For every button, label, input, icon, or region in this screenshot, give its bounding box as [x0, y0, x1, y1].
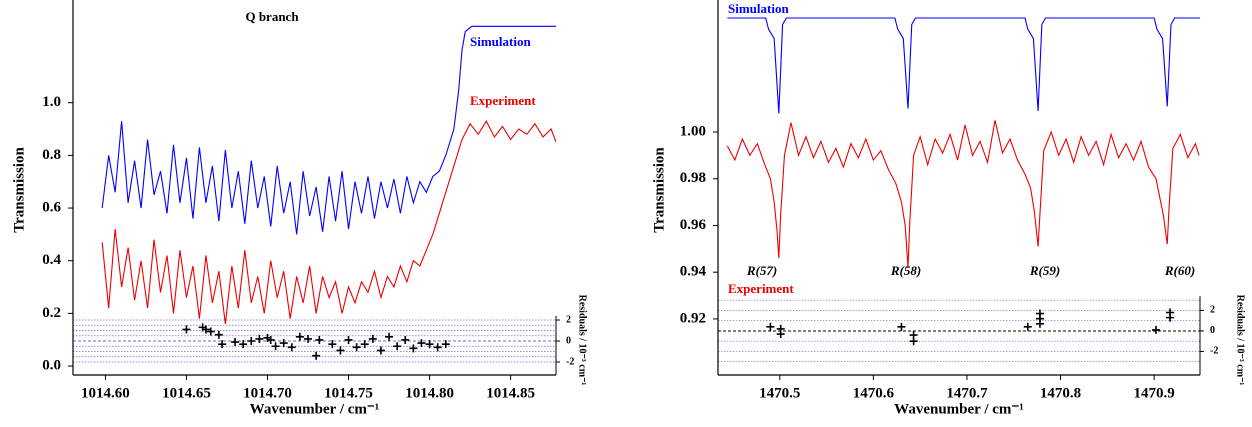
residual-marker — [393, 342, 402, 351]
x-tick-label: 1470.9 — [1134, 385, 1175, 401]
residual-marker — [376, 346, 385, 355]
series-label: Simulation — [470, 34, 531, 49]
residual-marker — [1166, 313, 1175, 322]
residual-marker — [776, 330, 785, 339]
series-label: Experiment — [470, 93, 536, 108]
y-tick-label: 1.00 — [680, 123, 706, 139]
x-tick-label: 1470.5 — [759, 385, 800, 401]
y-tick-label: 0.98 — [680, 170, 706, 186]
residual-marker — [1023, 322, 1032, 331]
y-tick-label: 0.2 — [42, 305, 61, 321]
y-tick-label: 0.0 — [42, 357, 61, 373]
y-tick-label: 1.0 — [42, 94, 61, 110]
residual-marker — [441, 340, 450, 349]
x-tick-label: 1470.6 — [853, 385, 895, 401]
residual-marker — [766, 322, 775, 331]
residual-marker — [247, 337, 256, 346]
spectrum-line — [726, 120, 1200, 268]
residual-marker — [239, 340, 248, 349]
x-axis-label: Wavenumber / cm⁻¹ — [250, 401, 380, 417]
residual-marker — [409, 344, 418, 353]
residual-marker — [1035, 319, 1044, 328]
y2-tick-label: -2 — [566, 356, 574, 367]
residual-marker — [425, 340, 434, 349]
spectrum-line — [727, 17, 1200, 114]
y-tick-label: 0.4 — [42, 252, 61, 268]
spectrum-line — [101, 120, 556, 324]
residual-marker — [201, 325, 210, 334]
x-tick-label: 1014.60 — [81, 385, 130, 401]
y-tick-label: 0.6 — [42, 199, 61, 215]
x-tick-label: 1014.80 — [405, 385, 454, 401]
residual-marker — [433, 343, 442, 352]
y2-tick-label: 0 — [1210, 325, 1215, 336]
residual-marker — [255, 334, 264, 343]
residual-marker — [287, 343, 296, 352]
y-tick-label: 0.8 — [42, 147, 61, 163]
residual-marker — [909, 337, 918, 346]
x-tick-label: 1014.75 — [324, 385, 373, 401]
x-tick-label: 1014.70 — [243, 385, 292, 401]
residual-marker — [417, 339, 426, 348]
x-tick-label: 1014.65 — [162, 385, 211, 401]
y2-tick-label: -2 — [1210, 346, 1218, 357]
residual-marker — [231, 338, 240, 347]
annotation: R(60) — [1164, 263, 1195, 278]
spectrum-line — [101, 25, 556, 235]
annotation: R(58) — [890, 263, 921, 278]
residual-marker — [312, 351, 321, 360]
annotation: R(57) — [746, 263, 777, 278]
residual-marker — [279, 339, 288, 348]
residual-marker — [344, 335, 353, 344]
residual-marker — [271, 342, 280, 351]
y-axis-label: Transmission — [651, 147, 667, 233]
y2-tick-label: 0 — [566, 335, 571, 346]
y-tick-label: 0.96 — [680, 217, 707, 233]
series-label: Experiment — [728, 281, 794, 296]
y2-axis-label: Residuals / 10⁻³ cm⁻¹ — [577, 295, 588, 386]
series-label: Simulation — [728, 1, 789, 16]
residual-marker — [1152, 325, 1161, 334]
residual-marker — [304, 334, 313, 343]
residual-marker — [385, 332, 394, 341]
residual-marker — [266, 335, 275, 344]
residual-marker — [295, 332, 304, 341]
x-axis-label: Wavenumber / cm⁻¹ — [894, 401, 1024, 417]
residual-marker — [214, 330, 223, 339]
y-axis-label: Transmission — [11, 147, 27, 233]
annotation: R(59) — [1029, 263, 1060, 278]
residual-marker — [206, 327, 215, 336]
residual-marker — [315, 335, 324, 344]
residual-marker — [401, 335, 410, 344]
chart-title: Q branch — [245, 9, 299, 24]
residual-marker — [182, 325, 191, 334]
residual-marker — [360, 340, 369, 349]
residual-marker — [368, 334, 377, 343]
residual-marker — [336, 346, 345, 355]
y2-tick-label: 2 — [1210, 305, 1215, 316]
x-tick-label: 1470.8 — [1040, 385, 1081, 401]
residual-marker — [352, 343, 361, 352]
x-tick-label: 1014.85 — [486, 385, 535, 401]
residual-marker — [218, 340, 227, 349]
y2-tick-label: 2 — [566, 314, 571, 325]
x-tick-label: 1470.7 — [946, 385, 988, 401]
y-tick-label: 0.92 — [680, 310, 706, 326]
residual-marker — [897, 322, 906, 331]
y2-axis-label: Residuals / 10⁻³ cm⁻¹ — [1235, 295, 1246, 386]
y-tick-label: 0.94 — [680, 264, 707, 280]
residual-marker — [328, 340, 337, 349]
